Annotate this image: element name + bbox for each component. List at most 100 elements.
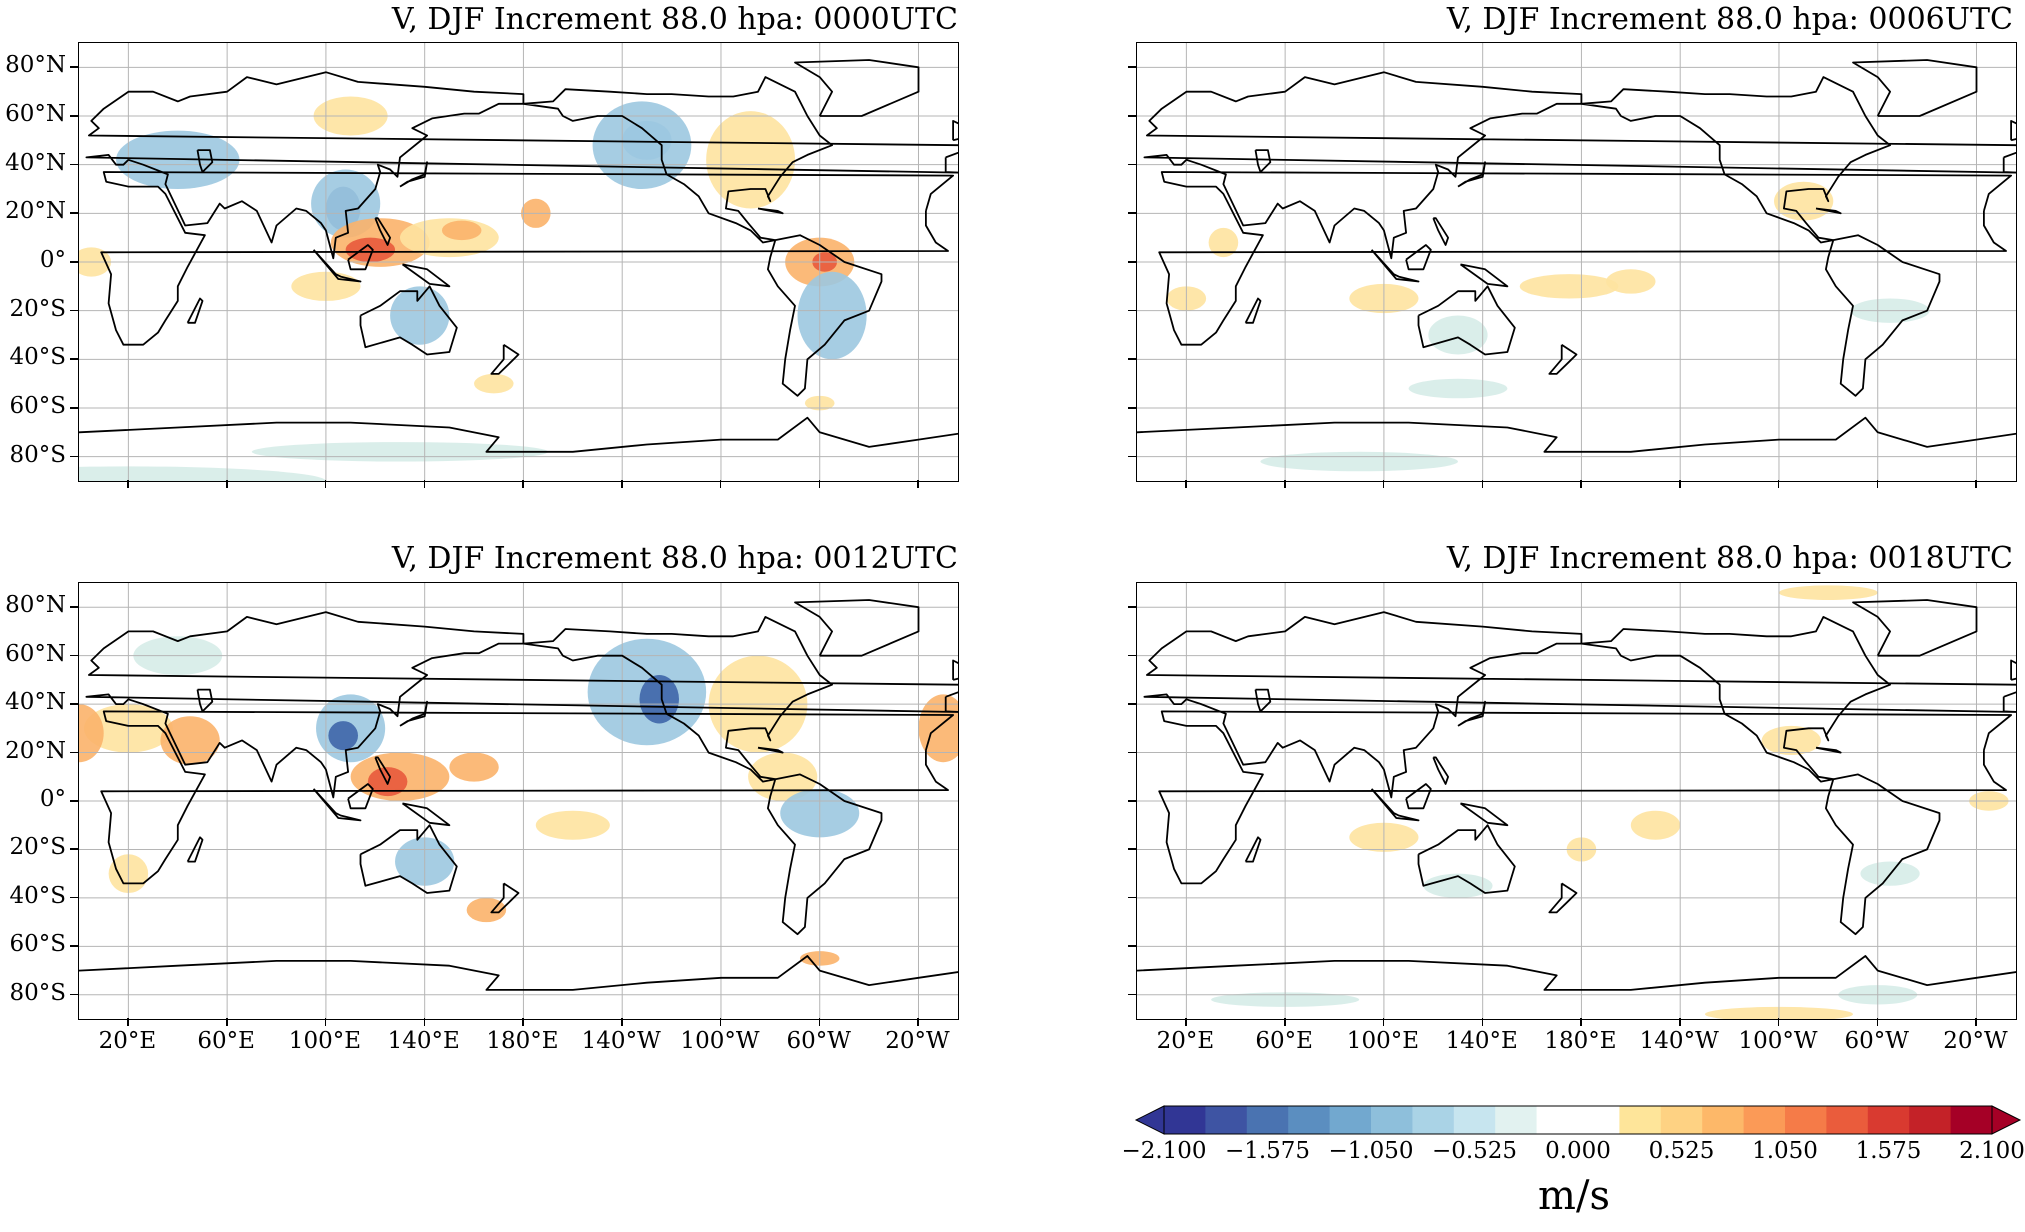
- colorbar-segment: [1909, 1106, 1952, 1134]
- longitude-tick: [127, 1018, 129, 1026]
- colorbar-tick-label: 0.000: [1545, 1138, 1611, 1164]
- panel-title-0012utc: V, DJF Increment 88.0 hpa: 0012UTC: [391, 541, 958, 576]
- anomaly-contour: [1260, 451, 1458, 472]
- coastline: [523, 616, 833, 783]
- longitude-label: 20°E: [98, 1028, 157, 1054]
- colorbar-segment: [1371, 1106, 1413, 1134]
- latitude-tick: [70, 703, 78, 705]
- panel-title-0006utc: V, DJF Increment 88.0 hpa: 0006UTC: [1446, 2, 2013, 37]
- colorbar-tick-label: −1.050: [1328, 1138, 1414, 1164]
- colorbar-tick-label: 0.525: [1648, 1138, 1715, 1164]
- coastline: [490, 882, 520, 914]
- anomaly-contour: [79, 704, 104, 763]
- longitude-tick: [1975, 480, 1977, 488]
- latitude-label: 20°S: [9, 834, 66, 861]
- anomaly-contour: [449, 752, 499, 782]
- colorbar-extend-high: [1991, 1105, 2022, 1135]
- longitude-tick: [1975, 1018, 1977, 1026]
- longitude-tick: [719, 480, 722, 488]
- latitude-tick: [70, 945, 78, 947]
- latitude-tick: [70, 115, 78, 117]
- coastline: [1825, 234, 1941, 397]
- longitude-tick: [917, 1018, 919, 1026]
- latitude-tick: [1128, 945, 1136, 947]
- coastline: [1244, 836, 1262, 863]
- map-panel-0018utc: [1136, 582, 2017, 1020]
- colorbar-tick-label: 1.050: [1752, 1138, 1818, 1164]
- latitude-tick: [70, 358, 78, 360]
- latitude-label: 20°N: [5, 198, 66, 225]
- colorbar-segment: [1412, 1106, 1455, 1134]
- longitude-tick: [324, 480, 327, 488]
- colorbar-segment: [1785, 1106, 1827, 1134]
- anomaly-contour: [639, 675, 679, 724]
- latitude-tick: [70, 212, 78, 214]
- anomaly-contour: [1428, 315, 1488, 355]
- longitude-tick: [1382, 1018, 1385, 1026]
- colorbar-segment: [1619, 1106, 1662, 1134]
- anomaly-contour: [797, 271, 867, 360]
- coastline: [1852, 59, 1978, 117]
- latitude-tick: [70, 751, 78, 754]
- latitude-tick: [1128, 703, 1136, 705]
- longitude-label: 140°W: [581, 1028, 661, 1054]
- latitude-tick: [1128, 800, 1136, 802]
- coastline: [1459, 802, 1509, 827]
- latitude-tick: [1128, 993, 1136, 996]
- longitude-label: 140°E: [1445, 1028, 1518, 1054]
- coastline: [1370, 249, 1420, 283]
- latitude-label: 60°S: [9, 931, 66, 958]
- latitude-label: 40°S: [9, 344, 66, 371]
- coastline: [1432, 217, 1450, 246]
- anomaly-contour: [328, 721, 359, 751]
- coastline: [2010, 659, 2016, 681]
- longitude-tick: [818, 1018, 821, 1026]
- anomaly-contour: [1408, 378, 1508, 399]
- colorbar-segment: [1205, 1106, 1248, 1134]
- longitude-tick: [1284, 480, 1286, 488]
- latitude-tick: [70, 66, 78, 68]
- anomaly-contour: [1774, 181, 1834, 221]
- longitude-label: 100°W: [1738, 1028, 1818, 1054]
- coastline: [1370, 788, 1420, 822]
- coastline: [399, 161, 429, 188]
- coastline: [100, 710, 954, 885]
- longitude-label: 100°E: [288, 1028, 362, 1054]
- latitude-tick: [70, 261, 78, 263]
- longitude-label: 60°E: [197, 1028, 255, 1054]
- coastline: [100, 171, 954, 346]
- colorbar-tick-label: 1.575: [1855, 1138, 1922, 1164]
- coastline: [196, 149, 214, 173]
- anomaly-contour: [390, 286, 450, 345]
- coastline: [312, 249, 362, 283]
- longitude-tick: [1481, 1018, 1484, 1026]
- latitude-tick: [1128, 407, 1136, 409]
- longitude-tick: [1876, 1018, 1879, 1026]
- longitude-tick: [522, 480, 524, 488]
- coastline: [1852, 599, 1978, 657]
- latitude-tick: [70, 163, 78, 166]
- latitude-label: 20°S: [9, 295, 66, 322]
- anomaly-contour: [706, 111, 796, 209]
- coastline: [952, 659, 958, 681]
- longitude-tick: [1580, 480, 1582, 488]
- coastline: [186, 297, 204, 324]
- longitude-label: 20°E: [1156, 1028, 1215, 1054]
- longitude-tick: [1185, 1018, 1187, 1026]
- latitude-tick: [1128, 163, 1136, 166]
- coastline: [1548, 343, 1578, 375]
- anomaly-contour: [1761, 725, 1821, 755]
- colorbar-tick-label: −2.100: [1121, 1138, 1207, 1164]
- longitude-label: 60°E: [1255, 1028, 1313, 1054]
- colorbar-tick-label: 2.100: [1959, 1138, 2025, 1164]
- panel-title-0000utc: V, DJF Increment 88.0 hpa: 0000UTC: [391, 2, 958, 37]
- coastline: [401, 263, 451, 288]
- coastline: [1137, 955, 2016, 991]
- coastline: [401, 802, 451, 827]
- anomaly-contour: [1606, 269, 1656, 294]
- longitude-tick: [1679, 1018, 1681, 1026]
- anomaly-contour: [1423, 873, 1493, 898]
- colorbar-unit: m/s: [1538, 1173, 1610, 1219]
- latitude-tick: [1128, 896, 1136, 899]
- map-canvas: [1137, 43, 2016, 481]
